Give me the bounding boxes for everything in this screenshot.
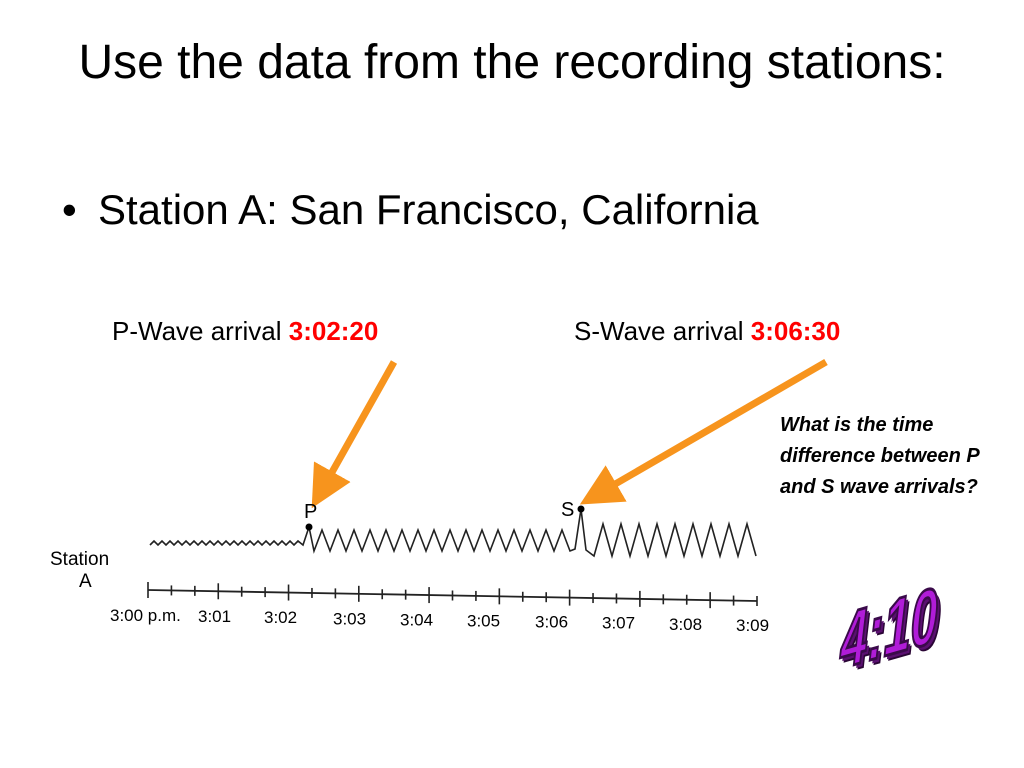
time-label: 3:06 [535,613,568,632]
question-text: What is the time difference between P an… [780,414,979,498]
time-label: 3:04 [400,610,433,629]
time-label: 3:03 [333,609,366,628]
time-label: 3:01 [198,607,231,626]
time-label: 3:07 [602,614,635,633]
station-label-line2: A [79,571,92,592]
p-wave-label: P-Wave arrival [112,316,289,346]
time-label: 3:09 [736,616,769,635]
time-label: 3:08 [669,615,702,634]
station-bullet: • Station A: San Francisco, California [62,184,759,236]
p-wave-time: 3:02:20 [288,316,379,346]
time-axis-labels: 3:00 p.m. 3:01 3:02 3:03 3:04 3:05 3:06 3:07 3:0… [110,606,769,635]
slide-title: Use the data from the recording stations… [78,36,946,89]
answer-graphic: 4:10 [816,569,946,690]
s-wave-arrow [579,358,828,505]
bullet-dot: • [62,186,77,233]
station-bullet-text: Station A: San Francisco, California [98,186,759,233]
time-axis-ticks [147,582,758,609]
p-marker-label: P [304,501,317,523]
s-wave-arrival: S-Wave arrival 3:06:30 [574,316,840,347]
time-label: 3:00 p.m. [110,606,181,625]
p-wave-arrow [311,360,398,509]
s-marker-label: S [561,499,574,521]
station-label-line1: Station [50,549,109,570]
time-label: 3:02 [264,608,297,627]
time-label: 3:05 [467,612,500,631]
s-wave-time: 3:06:30 [750,316,841,346]
s-wave-label: S-Wave arrival [574,316,751,346]
wave-trace [149,508,757,559]
answer-text: 4:10 [840,569,939,687]
p-wave-arrival: P-Wave arrival 3:02:20 [112,316,378,347]
s-marker-dot [577,505,585,513]
p-marker-dot [305,523,313,531]
